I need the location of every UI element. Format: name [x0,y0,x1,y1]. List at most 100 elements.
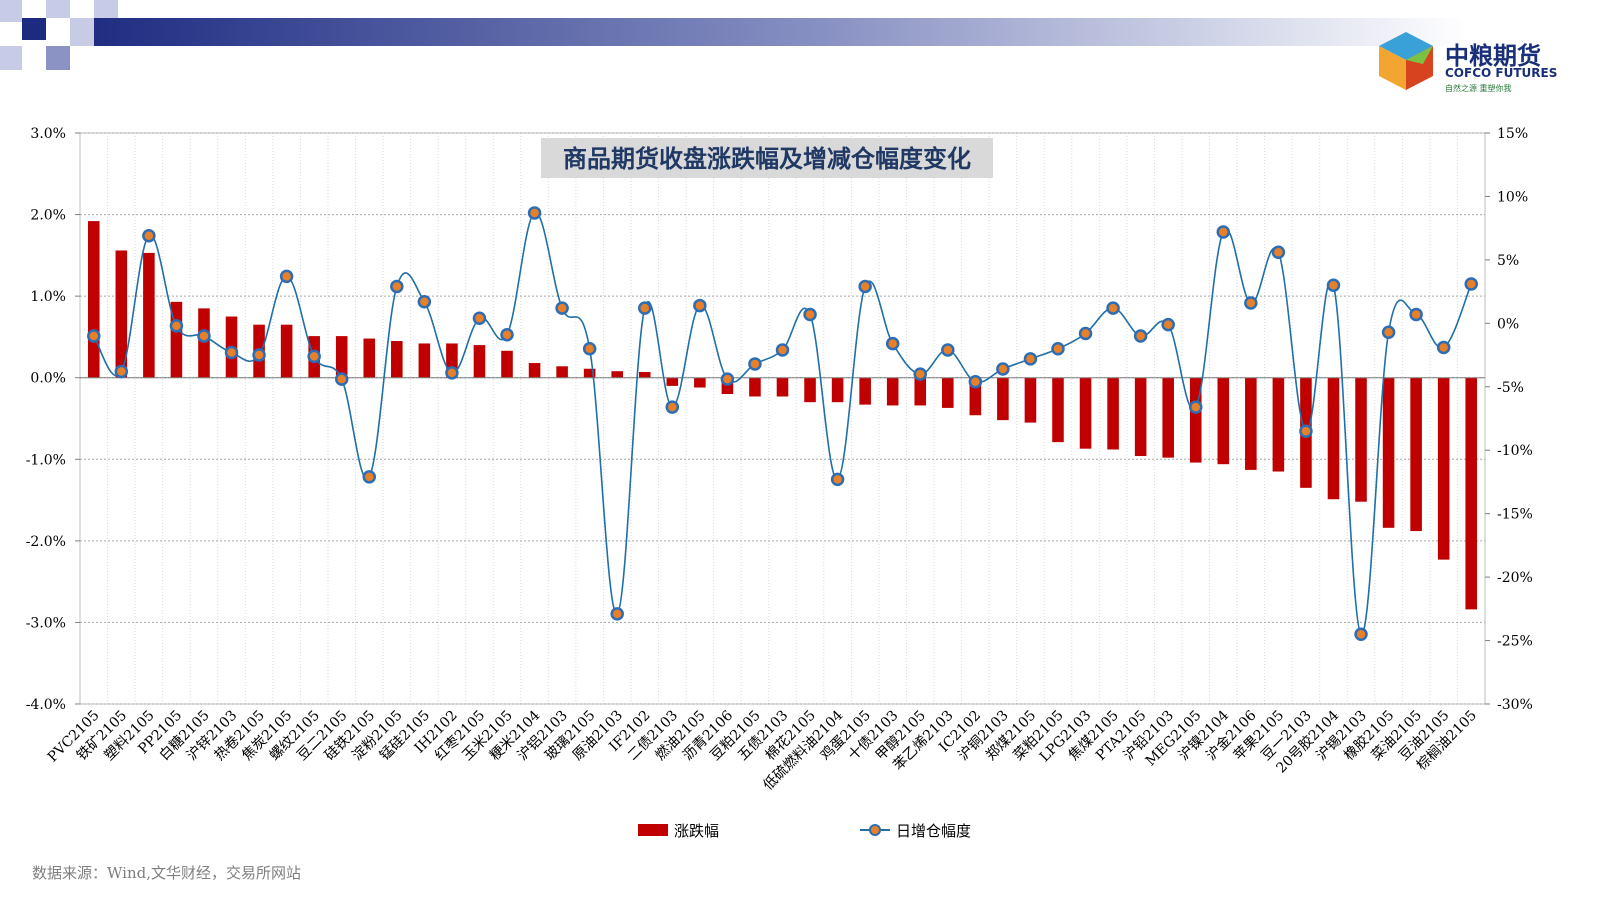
bar-玉米2105 [501,350,513,378]
point-豆一2103 [1299,424,1313,438]
point-PTA2105 [1133,329,1148,343]
point-红枣2105 [472,311,487,326]
bar-棕榈油2105 [1465,377,1478,610]
point-棕榈油2105 [1464,277,1478,291]
bar-IF2102 [638,372,651,378]
point-硅铁2105 [362,470,377,484]
left-tick-label: -3.0% [26,615,66,631]
point-沪镍2104 [1216,225,1231,239]
point-PVC2105 [87,329,101,343]
point-热卷2105 [252,348,266,362]
right-tick-label: -20% [1497,570,1533,586]
point-低硫燃料油2104 [830,472,845,487]
left-tick-label: 1.0% [30,289,66,305]
right-tick-label: -30% [1497,697,1533,713]
bar-豆二2105 [335,336,348,378]
point-锰硅2105 [417,295,432,309]
bar-红枣2105 [473,345,486,378]
bar-MEG2105 [1189,377,1202,463]
legend-label: 涨跌幅 [674,822,719,840]
point-豆二2105 [334,372,349,386]
bar-沪锡2103 [1355,377,1367,502]
point-白糖2105 [197,329,211,343]
point-螺纹2105 [307,349,321,364]
bar-IC2102 [969,377,982,416]
bar-沪金2106 [1245,377,1257,470]
right-tick-label: 10% [1497,189,1528,205]
point-沪锡2103 [1354,627,1368,641]
point-焦炭2105 [279,269,294,284]
series-line-日增仓幅度 [93,212,1472,636]
point-燃油2105 [693,298,707,313]
point-沪铜2103 [996,362,1010,376]
bar-苯乙烯2103 [942,377,954,408]
point-菜粕2105 [1051,341,1065,356]
legend-label: 日增仓幅度 [896,822,971,840]
point-棉花2105 [803,307,817,322]
point-玻璃2105 [582,341,597,356]
bar-沪铜2103 [997,377,1009,421]
bar-IH2102 [446,343,458,378]
bar-焦炭2105 [280,324,293,378]
point-玉米2105 [500,328,514,342]
point-LPG2103 [1078,326,1093,341]
point-苹果2105 [1271,245,1286,260]
bar-粳米2104 [528,363,541,378]
bar-二债2103 [666,377,679,386]
point-铁矿2105 [114,364,129,379]
left-tick-label: -1.0% [26,452,66,468]
point-豆油2105 [1436,340,1451,355]
bar-LPG2103 [1079,377,1092,449]
bar-沪铝2103 [556,366,568,378]
bar-低硫燃料油2104 [831,377,844,403]
legend-swatch-涨跌幅 [638,824,668,836]
cofco-emblem-icon [1379,32,1433,90]
bar-20号胶2104 [1327,377,1340,500]
bar-原油2103 [611,371,623,378]
point-焦煤2105 [1106,301,1120,315]
header-banner [0,0,1470,70]
point-MEG2105 [1188,400,1203,414]
bar-甲醇2105 [914,377,927,406]
bar-淀粉2105 [391,341,403,378]
bar-铁矿2105 [115,250,128,378]
bar-PTA2105 [1134,377,1147,457]
point-沪铅2103 [1161,317,1175,332]
point-塑料2105 [142,229,156,243]
left-tick-label: 0.0% [30,371,66,387]
bar-焦煤2105 [1107,377,1119,450]
bar-硅铁2105 [363,338,376,378]
bar-鸡蛋2105 [859,377,871,405]
bar-菜粕2105 [1052,377,1064,443]
point-IC2102 [968,374,983,389]
point-苯乙烯2103 [941,343,955,357]
point-IH2102 [445,366,459,380]
bar-十债2103 [886,377,899,406]
point-原油2103 [610,607,624,621]
left-tick-label: -2.0% [26,534,66,550]
bar-豆油2105 [1437,377,1450,560]
bar-塑料2105 [143,252,155,378]
left-tick-label: 3.0% [30,126,66,142]
bar-沪镍2104 [1217,377,1230,465]
logo-name-en: COFCO FUTURES [1445,66,1558,80]
point-沪金2106 [1244,296,1258,310]
plot-area [79,132,1486,705]
point-沥青2106 [720,372,735,386]
point-IF2102 [638,301,652,315]
point-豆粕2105 [748,357,762,371]
bar-玻璃2105 [583,368,596,378]
point-PP2105 [169,319,184,333]
bar-燃油2105 [694,377,706,388]
bar-苹果2105 [1272,377,1285,472]
point-郑煤2105 [1023,352,1038,366]
legend-marker [869,824,881,836]
point-鸡蛋2105 [858,279,872,294]
point-20号胶2104 [1326,278,1341,293]
bar-沪铅2103 [1162,377,1174,458]
right-tick-label: -15% [1497,507,1533,523]
chart-title-box [541,138,993,178]
logo-name-cn: 中粮期货 [1445,42,1541,70]
logo-slogan: 自然之源 重塑你我 [1445,84,1512,93]
bar-郑煤2105 [1024,377,1037,423]
